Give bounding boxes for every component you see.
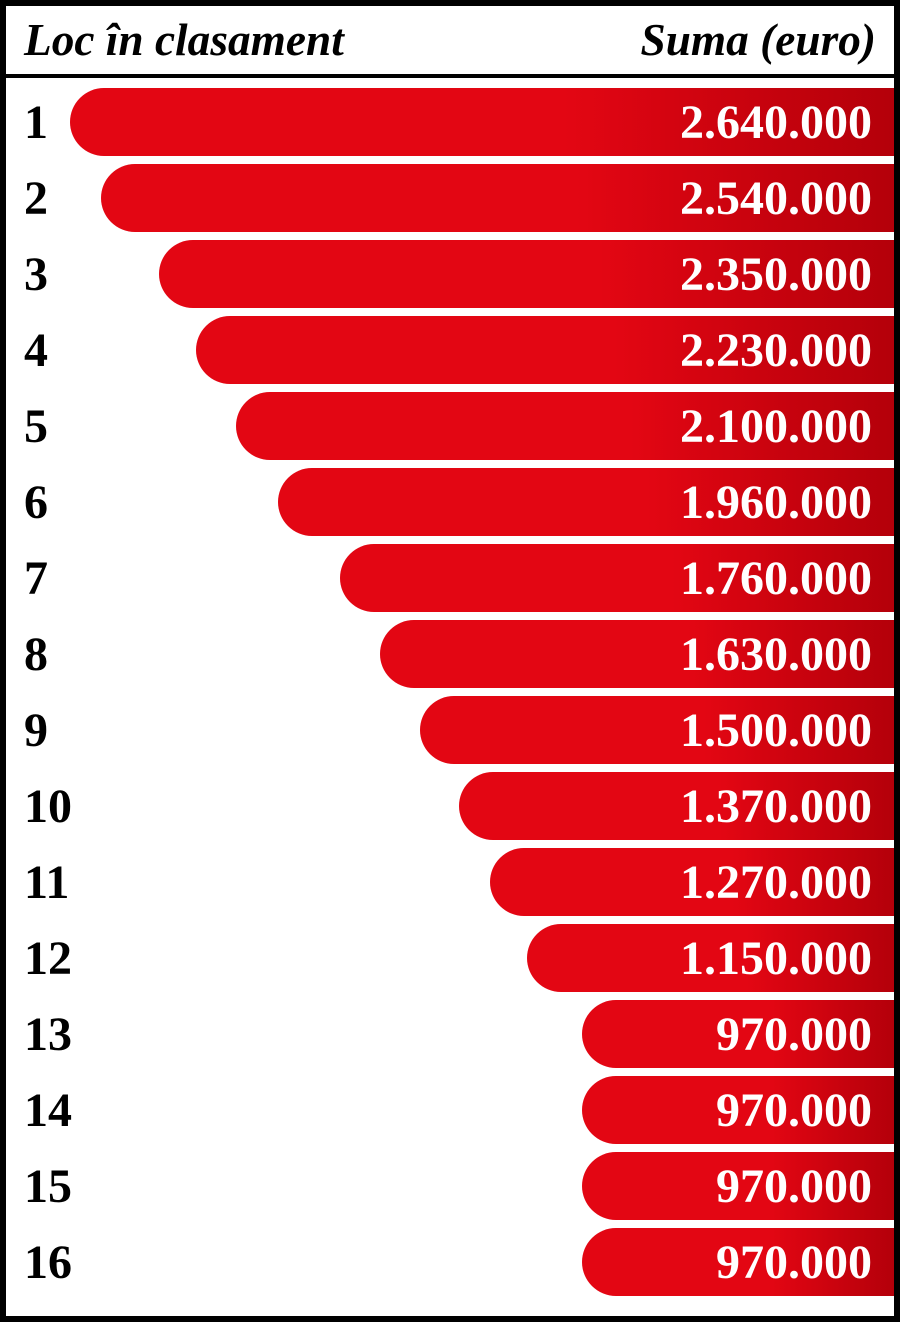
value-label: 2.640.000 — [680, 95, 872, 150]
value-bar: 2.350.000 — [159, 240, 894, 308]
table-row: 12 1.150.000 — [6, 920, 894, 996]
table-row: 3 2.350.000 — [6, 236, 894, 312]
table-row: 14 970.000 — [6, 1072, 894, 1148]
value-label: 970.000 — [716, 1083, 872, 1138]
value-bar: 2.640.000 — [70, 88, 894, 156]
rank-label: 9 — [24, 703, 114, 758]
value-label: 2.230.000 — [680, 323, 872, 378]
rank-label: 4 — [24, 323, 114, 378]
table-row: 10 1.370.000 — [6, 768, 894, 844]
table-row: 8 1.630.000 — [6, 616, 894, 692]
value-label: 970.000 — [716, 1007, 872, 1062]
rank-label: 12 — [24, 931, 114, 986]
rank-label: 7 — [24, 551, 114, 606]
value-label: 1.760.000 — [680, 551, 872, 606]
table-row: 6 1.960.000 — [6, 464, 894, 540]
rank-label: 8 — [24, 627, 114, 682]
value-label: 970.000 — [716, 1159, 872, 1214]
rank-label: 6 — [24, 475, 114, 530]
value-label: 1.500.000 — [680, 703, 872, 758]
header-rank-label: Loc în clasament — [24, 14, 344, 66]
value-bar: 970.000 — [582, 1228, 894, 1296]
rank-label: 10 — [24, 779, 114, 834]
table-header: Loc în clasament Suma (euro) — [6, 6, 894, 78]
header-sum-label: Suma (euro) — [641, 14, 877, 66]
rank-label: 14 — [24, 1083, 114, 1138]
table-row: 5 2.100.000 — [6, 388, 894, 464]
value-label: 1.370.000 — [680, 779, 872, 834]
value-label: 2.100.000 — [680, 399, 872, 454]
value-label: 2.540.000 — [680, 171, 872, 226]
rank-label: 1 — [24, 95, 114, 150]
table-row: 15 970.000 — [6, 1148, 894, 1224]
rank-label: 2 — [24, 171, 114, 226]
value-bar: 1.500.000 — [420, 696, 894, 764]
value-label: 1.270.000 — [680, 855, 872, 910]
table-row: 11 1.270.000 — [6, 844, 894, 920]
table-row: 2 2.540.000 — [6, 160, 894, 236]
rank-label: 13 — [24, 1007, 114, 1062]
value-bar: 2.100.000 — [236, 392, 894, 460]
table-row: 16 970.000 — [6, 1224, 894, 1300]
rank-label: 3 — [24, 247, 114, 302]
value-label: 2.350.000 — [680, 247, 872, 302]
value-bar: 1.630.000 — [380, 620, 894, 688]
value-bar: 1.150.000 — [527, 924, 894, 992]
value-label: 1.630.000 — [680, 627, 872, 682]
value-bar: 970.000 — [582, 1000, 894, 1068]
rank-label: 16 — [24, 1235, 114, 1290]
value-bar: 1.270.000 — [490, 848, 894, 916]
table-row: 4 2.230.000 — [6, 312, 894, 388]
value-bar: 970.000 — [582, 1152, 894, 1220]
value-bar: 1.960.000 — [278, 468, 894, 536]
rank-label: 5 — [24, 399, 114, 454]
table-row: 13 970.000 — [6, 996, 894, 1072]
value-bar: 1.760.000 — [340, 544, 894, 612]
value-label: 970.000 — [716, 1235, 872, 1290]
rank-label: 11 — [24, 855, 114, 910]
value-label: 1.150.000 — [680, 931, 872, 986]
value-bar: 2.540.000 — [101, 164, 894, 232]
rank-label: 15 — [24, 1159, 114, 1214]
table-row: 9 1.500.000 — [6, 692, 894, 768]
value-label: 1.960.000 — [680, 475, 872, 530]
chart-container: Loc în clasament Suma (euro) 1 2.640.000 2… — [0, 0, 900, 1322]
value-bar: 2.230.000 — [196, 316, 894, 384]
value-bar: 970.000 — [582, 1076, 894, 1144]
table-row: 7 1.760.000 — [6, 540, 894, 616]
value-bar: 1.370.000 — [459, 772, 894, 840]
chart-rows: 1 2.640.000 2 2.540.000 3 2.350.000 4 2.230.000… — [6, 78, 894, 1306]
table-row: 1 2.640.000 — [6, 84, 894, 160]
